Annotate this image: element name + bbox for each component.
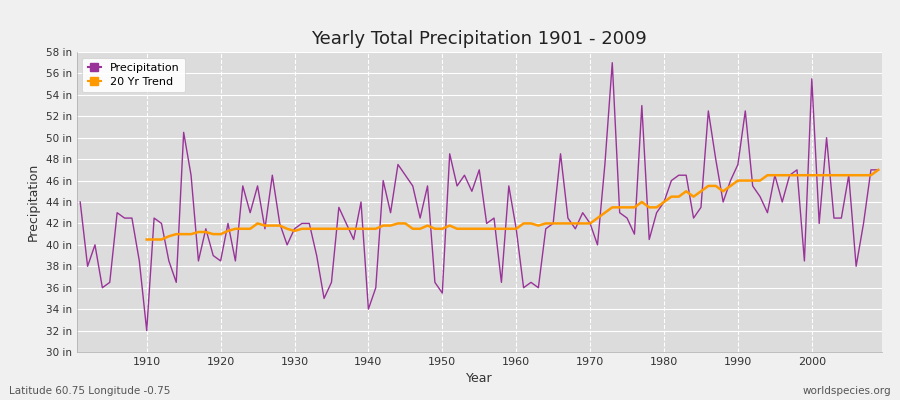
X-axis label: Year: Year: [466, 372, 492, 386]
Precipitation: [873, 168, 884, 172]
Precipitation: [607, 60, 617, 65]
20 Yr Trend: [311, 226, 322, 231]
Precipitation: [304, 221, 315, 226]
20 Yr Trend: [282, 226, 292, 231]
Precipitation: [518, 285, 529, 290]
Precipitation: [141, 328, 152, 333]
Precipitation: [134, 258, 145, 263]
Legend: Precipitation, 20 Yr Trend: Precipitation, 20 Yr Trend: [82, 58, 185, 92]
Line: Precipitation: Precipitation: [80, 63, 878, 330]
20 Yr Trend: [814, 173, 824, 178]
20 Yr Trend: [577, 221, 588, 226]
Precipitation: [75, 200, 86, 204]
Precipitation: [348, 237, 359, 242]
20 Yr Trend: [518, 221, 529, 226]
Precipitation: [511, 226, 522, 231]
Precipitation: [615, 210, 626, 215]
Y-axis label: Precipitation: Precipitation: [27, 163, 40, 241]
Text: Latitude 60.75 Longitude -0.75: Latitude 60.75 Longitude -0.75: [9, 386, 170, 396]
20 Yr Trend: [141, 237, 152, 242]
20 Yr Trend: [836, 173, 847, 178]
Line: 20 Yr Trend: 20 Yr Trend: [147, 170, 878, 240]
Text: worldspecies.org: worldspecies.org: [803, 386, 891, 396]
Title: Yearly Total Precipitation 1901 - 2009: Yearly Total Precipitation 1901 - 2009: [311, 30, 647, 48]
20 Yr Trend: [873, 168, 884, 172]
